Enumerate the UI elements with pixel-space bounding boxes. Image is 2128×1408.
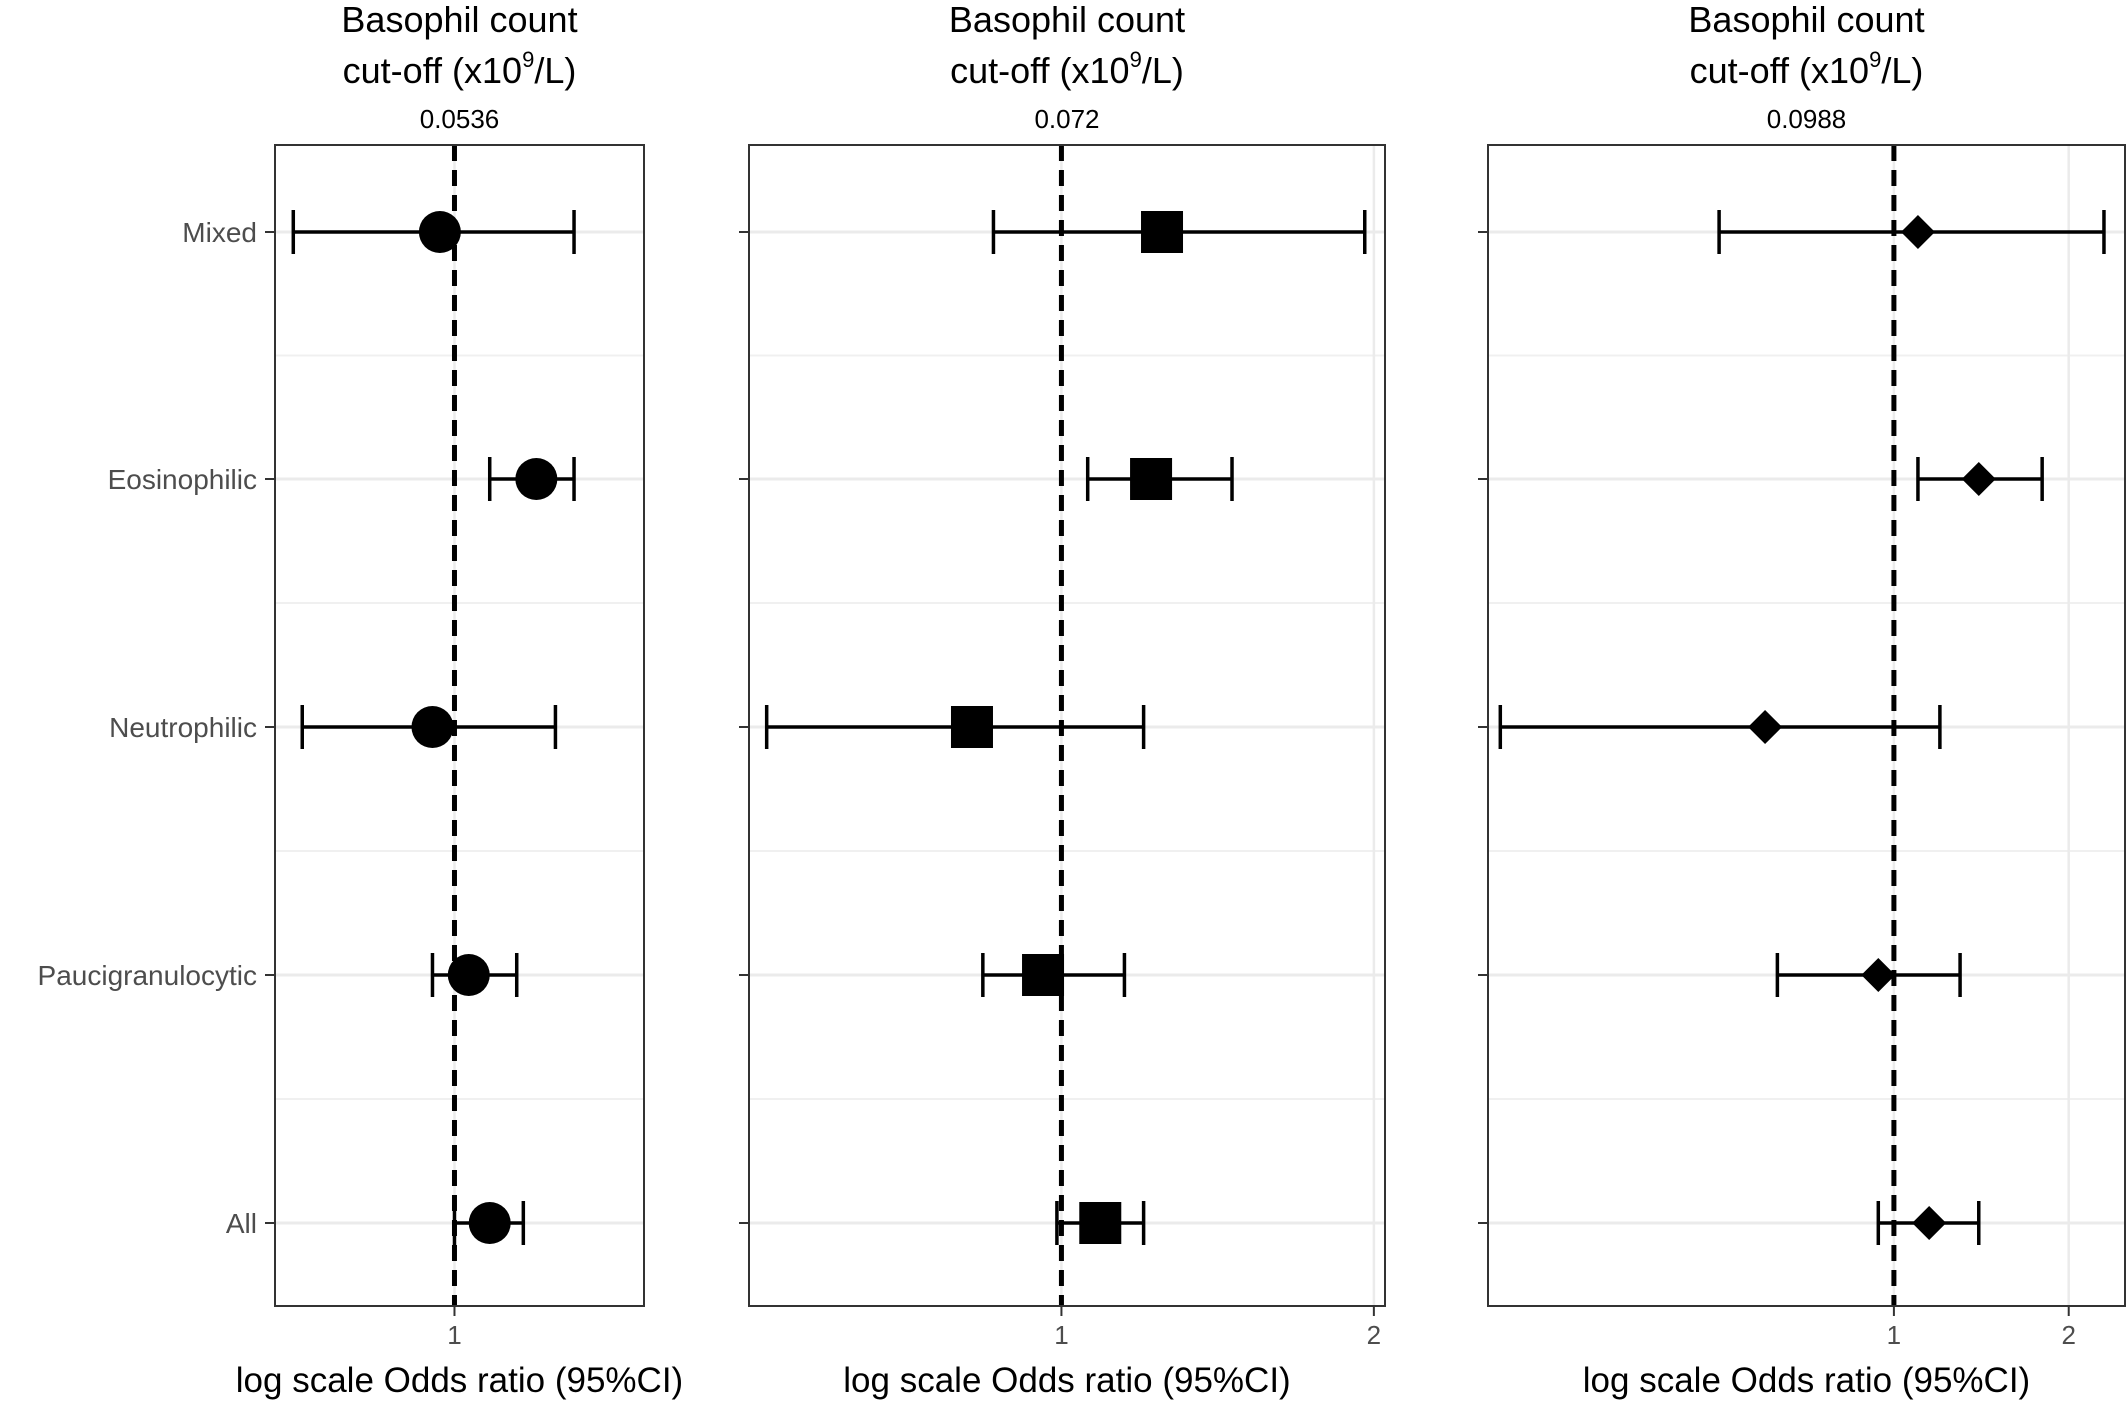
panel-title-line1: Basophil count — [1688, 0, 1924, 40]
panel-title-line2: cut-off (x109/L) — [1690, 47, 1924, 91]
panel-title-post: /L) — [1142, 50, 1184, 91]
x-axis-title: log scale Odds ratio (95%CI) — [236, 1361, 683, 1400]
odds-ratio-point — [515, 458, 558, 500]
panel-border — [748, 144, 1386, 1307]
odds-ratio-point — [1861, 958, 1896, 992]
panel-title-line1: Basophil count — [341, 0, 577, 40]
category-label: All — [226, 1208, 257, 1239]
odds-ratio-point — [1130, 458, 1173, 500]
panel-border — [274, 144, 645, 1307]
category-label: Mixed — [182, 217, 257, 248]
panel-2: Basophil count cut-off (x109/L) 0.072 1 2 log… — [739, 0, 1386, 1400]
odds-ratio-point — [468, 1202, 511, 1244]
odds-ratio-point — [1022, 954, 1065, 996]
panel-title-sup: 9 — [522, 47, 534, 72]
odds-ratio-point — [411, 706, 454, 748]
x-axis-title: log scale Odds ratio (95%CI) — [1583, 1361, 2030, 1400]
odds-ratio-point — [1141, 211, 1184, 253]
category-label: Eosinophilic — [108, 464, 257, 495]
panel-title-sup: 9 — [1869, 47, 1881, 72]
odds-ratio-point — [418, 211, 461, 253]
x-tick-label: 2 — [2061, 1320, 2075, 1350]
odds-ratio-point — [1079, 1202, 1122, 1244]
odds-ratio-point — [1900, 215, 1935, 249]
x-tick-label: 1 — [447, 1320, 461, 1350]
category-label: Paucigranulocytic — [38, 960, 257, 991]
category-label: Neutrophilic — [109, 712, 257, 743]
x-tick-label: 1 — [1054, 1320, 1068, 1350]
panel-3: Basophil count cut-off (x109/L) 0.0988 1 2 lo… — [1478, 0, 2126, 1400]
panel-title-pre: cut-off (x10 — [950, 50, 1129, 91]
x-tick-label: 1 — [1887, 1320, 1901, 1350]
panel-title-line2: cut-off (x109/L) — [343, 47, 577, 91]
panel-title-sup: 9 — [1130, 47, 1142, 72]
panel-title-post: /L) — [534, 50, 576, 91]
panel-title-line1: Basophil count — [949, 0, 1185, 40]
odds-ratio-point — [447, 954, 490, 996]
panel-1: Basophil count cut-off (x109/L) 0.0536 Mixe… — [38, 0, 684, 1400]
panel-title-pre: cut-off (x10 — [1690, 50, 1869, 91]
odds-ratio-point — [1748, 710, 1783, 744]
panel-cutoff-value: 0.0536 — [420, 104, 500, 134]
panel-border — [1487, 144, 2126, 1307]
odds-ratio-point — [950, 706, 993, 748]
x-tick-label: 2 — [1367, 1320, 1381, 1350]
x-axis-title: log scale Odds ratio (95%CI) — [843, 1361, 1290, 1400]
panel-title-post: /L) — [1881, 50, 1923, 91]
odds-ratio-point — [1912, 1206, 1947, 1240]
panel-cutoff-value: 0.0988 — [1767, 104, 1847, 134]
odds-ratio-point — [1961, 462, 1996, 496]
panel-cutoff-value: 0.072 — [1034, 104, 1099, 134]
panel-title-pre: cut-off (x10 — [343, 50, 522, 91]
panel-title-line2: cut-off (x109/L) — [950, 47, 1184, 91]
